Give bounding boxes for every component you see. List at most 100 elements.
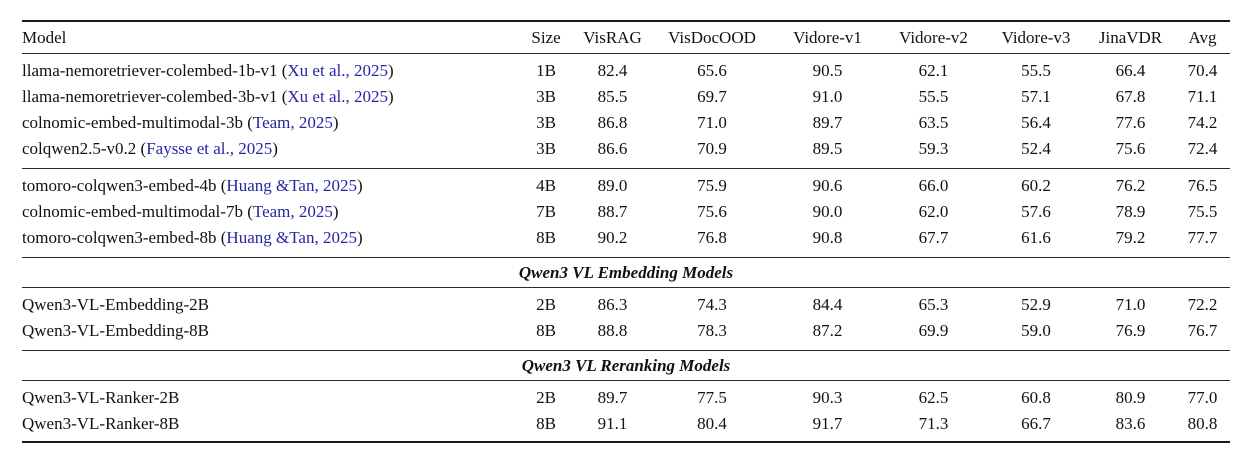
score-cell: 78.9 [1115,202,1146,221]
size-cell: 3B [536,113,556,132]
table-row: tomoro-colqwen3-embed-8b (Huang &Tan, 20… [22,225,1230,258]
table-row: llama-nemoretriever-colembed-3b-v1 (Xu e… [22,84,1230,110]
citation-link[interactable]: Faysse et al., 2025 [146,139,273,158]
citation-link[interactable]: Xu et al., 2025 [287,61,388,80]
size-cell: 8B [536,321,556,340]
header-size: Size [531,27,561,47]
citation-open-paren: ( [242,113,253,132]
model-cell: colnomic-embed-multimodal-7b (Team, 2025… [22,199,517,225]
score-cell: 82.4 [597,61,628,80]
score-cell: 77.7 [1187,228,1218,247]
citation-link[interactable]: Team, 2025 [252,202,333,221]
score-cell: 57.1 [1021,87,1051,106]
group-qwen-ranker: Qwen3-VL-Ranker-2B 2B 89.7 77.5 90.3 62.… [22,381,1230,442]
model-name: colnomic-embed-multimodal-7b [22,202,243,221]
score-cell: 75.9 [697,176,727,195]
score-cell: 85.5 [597,87,628,106]
score-cell: 76.2 [1115,176,1146,195]
score-cell: 89.7 [812,113,843,132]
section-title: Qwen3 VL Reranking Models [521,355,731,375]
score-cell: 77.6 [1115,113,1146,132]
section-title: Qwen3 VL Embedding Models [518,262,734,282]
score-cell: 69.9 [918,321,949,340]
header-model: Model [22,27,67,47]
size-cell: 8B [536,228,556,247]
score-cell: 65.6 [697,61,727,80]
model-name: llama-nemoretriever-colembed-3b-v1 [22,87,278,106]
model-name: Qwen3-VL-Ranker-8B [22,414,180,433]
model-name: Qwen3-VL-Ranker-2B [22,388,180,407]
score-cell: 77.0 [1187,388,1218,407]
model-cell: llama-nemoretriever-colembed-1b-v1 (Xu e… [22,54,517,85]
citation-link[interactable]: Team, 2025 [252,113,333,132]
score-cell: 76.5 [1187,176,1218,195]
table-row: Qwen3-VL-Embedding-2B 2B 86.3 74.3 84.4 … [22,288,1230,319]
table-row: tomoro-colqwen3-embed-4b (Huang &Tan, 20… [22,169,1230,200]
section-header-row: Qwen3 VL Embedding Models [22,258,1230,288]
header-vidore-v2: Vidore-v2 [899,27,968,47]
citation-open-paren: ( [216,228,227,247]
table-row: Qwen3-VL-Embedding-8B 8B 88.8 78.3 87.2 … [22,318,1230,351]
score-cell: 90.0 [812,202,843,221]
model-name: tomoro-colqwen3-embed-8b [22,228,217,247]
score-cell: 79.2 [1115,228,1146,247]
model-name: tomoro-colqwen3-embed-4b [22,176,217,195]
model-cell: colnomic-embed-multimodal-3b (Team, 2025… [22,110,517,136]
model-name: Qwen3-VL-Embedding-2B [22,295,209,314]
citation-link[interactable]: Huang &Tan, 2025 [226,176,357,195]
model-cell: tomoro-colqwen3-embed-8b (Huang &Tan, 20… [22,225,517,258]
score-cell: 75.6 [697,202,727,221]
citation-link[interactable]: Huang &Tan, 2025 [226,228,357,247]
table-row: colnomic-embed-multimodal-7b (Team, 2025… [22,199,1230,225]
group-baselines-small: llama-nemoretriever-colembed-1b-v1 (Xu e… [22,54,1230,169]
score-cell: 80.4 [697,414,727,433]
model-name: Qwen3-VL-Embedding-8B [22,321,209,340]
score-cell: 89.0 [597,176,628,195]
table-row: colqwen2.5-v0.2 (Faysse et al., 2025) 3B… [22,136,1230,169]
score-cell: 90.2 [597,228,628,247]
model-cell: tomoro-colqwen3-embed-4b (Huang &Tan, 20… [22,169,517,200]
score-cell: 67.8 [1115,87,1146,106]
score-cell: 61.6 [1021,228,1051,247]
score-cell: 89.7 [597,388,628,407]
section-header-row: Qwen3 VL Reranking Models [22,351,1230,381]
score-cell: 90.3 [812,388,843,407]
citation-open-paren: ( [136,139,147,158]
size-cell: 2B [536,295,556,314]
score-cell: 62.5 [918,388,949,407]
score-cell: 72.4 [1187,139,1218,158]
score-cell: 55.5 [918,87,949,106]
score-cell: 76.9 [1115,321,1146,340]
score-cell: 76.7 [1187,321,1218,340]
header-row: Model Size VisRAG VisDocOOD Vidore-v1 Vi… [22,21,1230,54]
header-visdocood: VisDocOOD [668,27,756,47]
size-cell: 2B [536,388,556,407]
size-cell: 4B [536,176,556,195]
score-cell: 75.6 [1115,139,1146,158]
score-cell: 66.0 [918,176,949,195]
score-cell: 86.3 [597,295,628,314]
score-cell: 60.8 [1021,388,1051,407]
score-cell: 77.5 [697,388,727,407]
score-cell: 59.3 [918,139,949,158]
score-cell: 87.2 [812,321,843,340]
model-name: colqwen2.5-v0.2 [22,139,137,158]
score-cell: 67.7 [918,228,949,247]
results-table-container: Model Size VisRAG VisDocOOD Vidore-v1 Vi… [22,20,1230,443]
score-cell: 91.0 [812,87,843,106]
score-cell: 75.5 [1187,202,1218,221]
size-cell: 1B [536,61,556,80]
score-cell: 56.4 [1021,113,1051,132]
header-vidore-v3: Vidore-v3 [1001,27,1071,47]
score-cell: 74.2 [1187,113,1218,132]
model-cell: colqwen2.5-v0.2 (Faysse et al., 2025) [22,136,517,169]
group-baselines-large: tomoro-colqwen3-embed-4b (Huang &Tan, 20… [22,169,1230,258]
score-cell: 63.5 [918,113,949,132]
section-reranking-models: Qwen3 VL Reranking Models [22,351,1230,381]
score-cell: 78.3 [697,321,727,340]
citation-link[interactable]: Xu et al., 2025 [287,87,388,106]
score-cell: 59.0 [1021,321,1051,340]
citation-close-paren: ) [387,87,394,106]
citation-open-paren: ( [277,61,288,80]
model-cell: Qwen3-VL-Ranker-8B [22,411,517,442]
